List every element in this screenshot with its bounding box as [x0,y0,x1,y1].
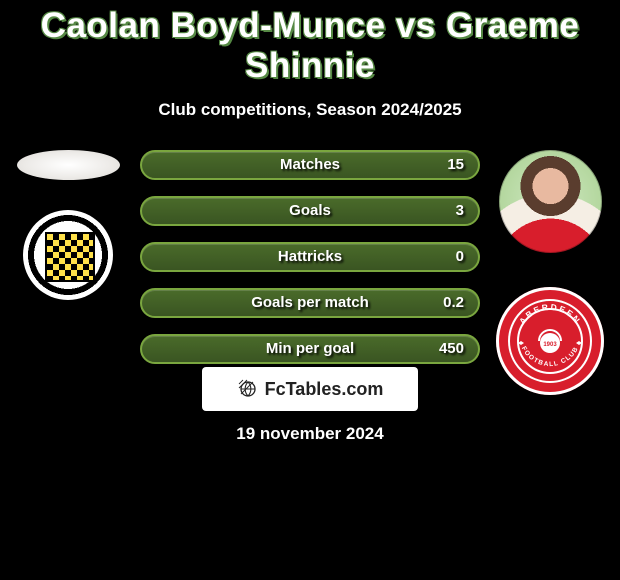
svg-text:ABERDEEN: ABERDEEN [517,302,583,326]
crest-left-ring [27,214,109,296]
stat-value-right: 15 [447,152,464,178]
branding-badge: FcTables.com [202,367,418,411]
stat-bar-matches: Matches 15 [140,150,480,180]
stat-label: Hattricks [142,244,478,270]
club-crest-right: 1903 ABERDEEN FOOTBALL CLUB [496,287,604,395]
stat-value-right: 3 [456,198,464,224]
branding-text: FcTables.com [265,379,384,400]
club-crest-left [23,210,113,300]
stat-label: Matches [142,152,478,178]
player-right-column: 1903 ABERDEEN FOOTBALL CLUB [490,150,610,395]
aberdeen-crest-icon: 1903 ABERDEEN FOOTBALL CLUB [507,298,593,384]
snapshot-date: 19 november 2024 [0,424,620,444]
fctables-logo-icon [237,378,259,400]
stat-label: Min per goal [142,336,478,362]
player-left-column [8,150,128,300]
crest-founded-year: 1903 [543,342,557,348]
stat-value-right: 0.2 [443,290,464,316]
stat-label: Goals [142,198,478,224]
subtitle: Club competitions, Season 2024/2025 [0,100,620,120]
stat-bar-goals: Goals 3 [140,196,480,226]
stat-value-right: 0 [456,244,464,270]
stat-label: Goals per match [142,290,478,316]
stat-bar-hattricks: Hattricks 0 [140,242,480,272]
stat-bars: Matches 15 Goals 3 Hattricks 0 Goals per… [140,150,480,380]
stat-bar-goals-per-match: Goals per match 0.2 [140,288,480,318]
stat-value-right: 450 [439,336,464,362]
page-title: Caolan Boyd-Munce vs Graeme Shinnie [0,0,620,86]
player-left-photo [17,150,120,180]
player-right-photo [499,150,602,253]
stat-bar-min-per-goal: Min per goal 450 [140,334,480,364]
